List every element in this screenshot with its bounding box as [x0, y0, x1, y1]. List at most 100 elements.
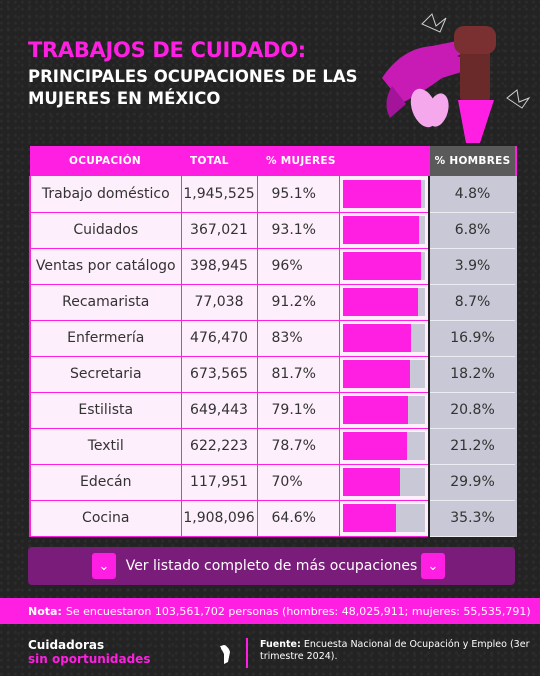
women-bar-cell: [339, 428, 430, 465]
women-share-bar: [342, 252, 422, 280]
women-percent-cell: 91.2%: [257, 284, 340, 321]
survey-note: Nota: Se encuestaron 103,561,702 persona…: [0, 598, 540, 624]
women-share-bar: [342, 324, 411, 352]
table-header-row: OCUPACIÓN TOTAL % MUJERES % HOMBRES: [30, 146, 518, 176]
women-bar-cell: [339, 392, 430, 429]
share-bar-track: [342, 504, 425, 532]
table-row: Cuidados 367,021 93.1% 6.8%: [29, 212, 518, 249]
occupation-cell: Recamarista: [29, 284, 182, 321]
chevron-down-icon[interactable]: ⌄: [92, 553, 116, 579]
see-full-list-label: Ver listado completo de más ocupaciones: [125, 558, 418, 574]
occupation-cell: Cuidados: [29, 212, 182, 249]
table-row: Secretaria 673,565 81.7% 18.2%: [29, 356, 518, 393]
share-bar-track: [342, 360, 425, 388]
women-share-bar: [342, 432, 408, 460]
series-logo-line2: sin oportunidades: [28, 652, 151, 666]
table-row: Cocina 1,908,096 64.6% 35.3%: [29, 500, 518, 537]
men-percent-cell: 35.3%: [428, 500, 518, 537]
women-bar-cell: [339, 464, 430, 501]
women-percent-cell: 96%: [257, 248, 340, 285]
table-row: Enfermería 476,470 83% 16.9%: [29, 320, 518, 357]
women-bar-cell: [339, 248, 430, 285]
women-bar-cell: [339, 320, 430, 357]
women-bar-cell: [339, 284, 430, 321]
occupation-cell: Secretaria: [29, 356, 182, 393]
footer-divider: [246, 638, 248, 668]
chevron-down-icon[interactable]: ⌄: [421, 553, 445, 579]
women-share-bar: [342, 468, 401, 496]
share-bar-track: [342, 216, 425, 244]
header-total: TOTAL: [181, 146, 258, 176]
moth-icon: [421, 13, 531, 109]
women-share-bar: [342, 179, 421, 208]
total-cell: 117,951: [181, 464, 258, 501]
butterfly-icon: [410, 88, 449, 128]
header-men: % HOMBRES: [428, 146, 518, 176]
occupation-cell: Estilista: [29, 392, 182, 429]
occupations-table: OCUPACIÓN TOTAL % MUJERES % HOMBRES Trab…: [29, 146, 518, 537]
page-title: TRABAJOS DE CUIDADO:: [28, 38, 306, 62]
share-bar-track: [342, 252, 425, 280]
occupation-cell: Ventas por catálogo: [29, 248, 182, 285]
table-row: Trabajo doméstico 1,945,525 95.1% 4.8%: [29, 176, 518, 213]
share-bar-track: [342, 468, 425, 496]
men-percent-cell: 16.9%: [428, 320, 518, 357]
women-share-bar: [342, 288, 418, 316]
total-cell: 398,945: [181, 248, 258, 285]
men-percent-cell: 8.7%: [428, 284, 518, 321]
women-bar-cell: [339, 176, 430, 213]
women-share-bar: [342, 360, 410, 388]
note-text: Se encuestaron 103,561,702 personas (hom…: [65, 604, 531, 618]
page-subtitle: PRINCIPALES OCUPACIONES DE LAS MUJERES E…: [28, 67, 358, 108]
share-bar-track: [342, 288, 425, 316]
men-percent-cell: 21.2%: [428, 428, 518, 465]
source-note: Fuente: Encuesta Nacional de Ocupación y…: [260, 639, 530, 663]
total-cell: 476,470: [181, 320, 258, 357]
see-full-list-button[interactable]: ⌄ Ver listado completo de más ocupacione…: [28, 547, 515, 585]
raised-fist-illustration: [382, 13, 531, 143]
table-row: Estilista 649,443 79.1% 20.8%: [29, 392, 518, 429]
men-percent-cell: 18.2%: [428, 356, 518, 393]
source-text: Encuesta Nacional de Ocupación y Empleo …: [260, 639, 530, 662]
table-row: Recamarista 77,038 91.2% 8.7%: [29, 284, 518, 321]
women-percent-cell: 81.7%: [257, 356, 340, 393]
men-percent-cell: 3.9%: [428, 248, 518, 285]
women-percent-cell: 78.7%: [257, 428, 340, 465]
share-bar-track: [342, 396, 425, 424]
occupation-cell: Edecán: [29, 464, 182, 501]
women-percent-cell: 64.6%: [257, 500, 340, 537]
total-cell: 673,565: [181, 356, 258, 393]
share-bar-track: [342, 432, 425, 460]
series-logo: Cuidadoras sin oportunidades: [28, 638, 150, 666]
share-bar-track: [342, 179, 425, 208]
series-logo-line1: Cuidadoras: [28, 638, 105, 652]
header-occupation: OCUPACIÓN: [30, 146, 182, 176]
table-row: Ventas por catálogo 398,945 96% 3.9%: [29, 248, 518, 285]
table-row: Textil 622,223 78.7% 21.2%: [29, 428, 518, 465]
total-cell: 77,038: [181, 284, 258, 321]
total-cell: 367,021: [181, 212, 258, 249]
note-label: Nota:: [28, 604, 62, 618]
women-percent-cell: 79.1%: [257, 392, 340, 429]
women-bar-cell: [339, 500, 430, 537]
women-percent-cell: 83%: [257, 320, 340, 357]
men-percent-cell: 6.8%: [428, 212, 518, 249]
women-percent-cell: 70%: [257, 464, 340, 501]
women-share-bar: [342, 396, 408, 424]
women-percent-cell: 95.1%: [257, 176, 340, 213]
total-cell: 1,945,525: [181, 176, 258, 213]
women-share-bar: [342, 216, 420, 244]
animal-politico-logo: [220, 645, 230, 664]
table-row: Edecán 117,951 70% 29.9%: [29, 464, 518, 501]
women-percent-cell: 93.1%: [257, 212, 340, 249]
women-share-bar: [342, 504, 396, 532]
men-percent-cell: 20.8%: [428, 392, 518, 429]
occupation-cell: Cocina: [29, 500, 182, 537]
header-women: % MUJERES: [257, 146, 431, 176]
occupation-cell: Enfermería: [29, 320, 182, 357]
share-bar-track: [342, 324, 425, 352]
women-bar-cell: [339, 212, 430, 249]
total-cell: 649,443: [181, 392, 258, 429]
occupation-cell: Textil: [29, 428, 182, 465]
source-label: Fuente:: [260, 639, 301, 650]
